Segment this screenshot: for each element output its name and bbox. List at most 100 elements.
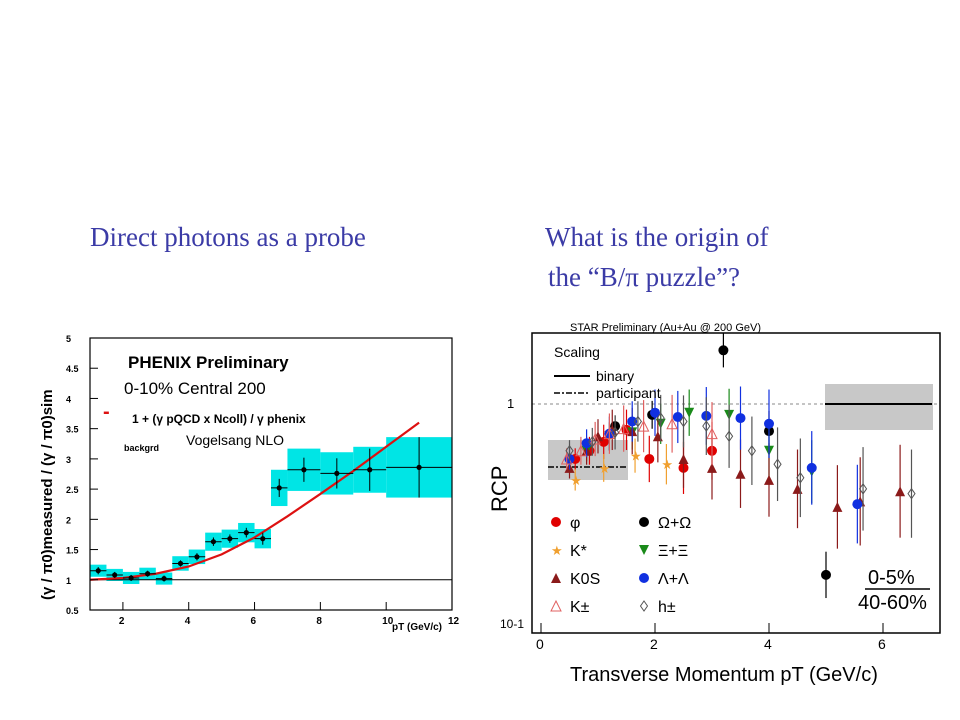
star-data-point (621, 424, 632, 435)
star-legend-label: h± (658, 599, 676, 616)
star-x-tick-label: 6 (878, 636, 886, 652)
ph-sys-box (155, 572, 173, 585)
star-centrality-top: 0-5% (868, 567, 915, 589)
star-data-point (627, 416, 638, 427)
ph-data-point (367, 467, 373, 473)
star-data-point (679, 415, 688, 428)
ph-y-tick-label: 4 (66, 394, 71, 404)
star-data-point (604, 431, 615, 442)
star-data-point (792, 483, 803, 494)
ph-sys-box (287, 448, 321, 491)
star-data-point (647, 409, 658, 420)
star-data-point (773, 458, 782, 471)
star-data-point (852, 499, 863, 510)
star-data-point (701, 410, 712, 421)
star-data-point (724, 430, 734, 443)
ph-frame (89, 337, 453, 611)
ph-data-point (334, 470, 340, 476)
star-data-point (855, 496, 866, 507)
star-data-point (895, 486, 906, 497)
ph-data-point (227, 536, 233, 542)
star-data-point (560, 452, 573, 465)
star-legend-symbol (550, 599, 562, 612)
ph-data-point (243, 530, 249, 536)
star-x-tick-label: 4 (764, 636, 772, 652)
star-x-ticks: 0 2 4 6 (536, 623, 886, 652)
heading-origin-line1: What is the origin of (545, 222, 769, 252)
star-data-point (588, 435, 597, 448)
ph-y-tick-label: 5 (66, 334, 71, 344)
ph-data-point (301, 467, 307, 473)
star-data-point (565, 444, 574, 457)
ph-y-tick-label: 3.5 (66, 425, 79, 435)
ph-sys-box (188, 549, 206, 565)
star-data-point (627, 426, 638, 437)
ph-sys-box (172, 556, 189, 571)
star-data-point (764, 474, 774, 485)
ph-sys-box (271, 469, 288, 507)
heading-origin-line2: the “B/π puzzle”? (548, 262, 741, 292)
ph-data-points-layer (90, 437, 452, 582)
star-data-point (678, 462, 689, 473)
star-data-point (593, 431, 603, 442)
star-data-point (707, 445, 717, 456)
star-data-point (581, 445, 592, 456)
star-data-point (627, 427, 638, 438)
ph-systematic-band-layer (90, 437, 452, 585)
ph-legend-line2: Vogelsang NLO (186, 432, 284, 448)
star-data-point (575, 444, 587, 457)
star-data-point (644, 453, 655, 464)
star-title: STAR Preliminary (Au+Au @ 200 GeV) (570, 322, 761, 334)
star-data-point (633, 415, 643, 428)
ph-y-tick-label: 1.5 (66, 546, 79, 556)
star-data-point (678, 453, 689, 464)
ph-data-point (161, 575, 167, 582)
star-binary-legend: binary (596, 368, 634, 384)
star-data-point (672, 411, 683, 422)
star-xlabel: Transverse Momentum pT (GeV/c) (570, 664, 878, 686)
star-data-point (617, 422, 630, 435)
ph-y-tick-label: 2 (66, 515, 71, 525)
star-data-point: ★ (661, 457, 673, 472)
ph-legend-line1: 1 + (γ pQCD x Ncoll) / γ phenix (132, 412, 306, 426)
star-legend-symbol (639, 517, 649, 527)
ph-y-tick-label: 1 (66, 576, 71, 586)
ph-x-tick-label: 6 (251, 616, 257, 627)
ph-sys-box (221, 529, 239, 548)
star-data-point: ★ (599, 461, 611, 476)
star-data-point (806, 466, 817, 477)
ph-y-tick-label: 2.5 (66, 485, 79, 495)
star-data-point (684, 407, 695, 418)
star-data-point (907, 487, 916, 500)
ph-data-point (276, 485, 282, 491)
star-data-point (598, 436, 609, 447)
star-ylabel-tick-1: 1 (507, 396, 514, 411)
ph-x-tick-label: 4 (185, 616, 191, 627)
ph-x-tick-label: 8 (316, 616, 322, 627)
star-data-point (581, 438, 592, 449)
star-data-point (610, 421, 621, 432)
star-data-point (581, 445, 592, 456)
ph-sys-box (90, 564, 107, 577)
star-data-point (796, 471, 805, 484)
star-legend-label: K* (570, 543, 587, 560)
ph-data-point (95, 568, 101, 574)
star-centrality-bottom: 40-60% (858, 592, 927, 614)
star-data-point (724, 409, 735, 420)
ph-x-tick-label: 10 (382, 616, 394, 627)
ph-nlo-curve (89, 421, 420, 581)
ph-sys-box (106, 568, 123, 581)
ph-sys-box (238, 522, 255, 543)
star-data-point (652, 431, 663, 442)
star-data-point (603, 427, 616, 440)
ph-sys-box (205, 532, 222, 551)
ph-xlabel: pT (GeV/c) (392, 622, 442, 633)
ph-subtitle: 0-10% Central 200 (124, 379, 266, 398)
star-data-point (570, 453, 581, 464)
star-data-point (764, 426, 774, 437)
ph-y-tick-label: 4.5 (66, 364, 79, 374)
star-data-point (607, 424, 618, 435)
star-scaling-title: Scaling (554, 344, 600, 360)
